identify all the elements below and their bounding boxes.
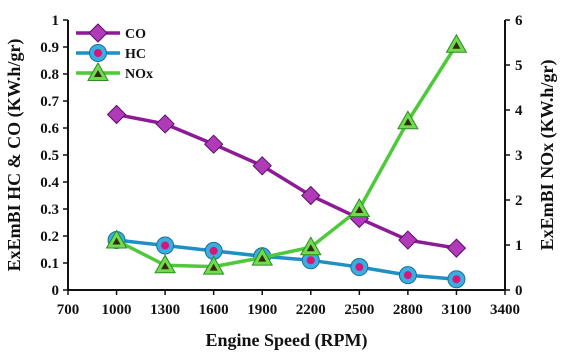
y-left-tick-label: 0 [52, 283, 60, 299]
series-co-point [252, 156, 272, 176]
series-hc-point-inner [452, 275, 461, 284]
y-right-tick-label: 4 [515, 103, 523, 119]
x-tick-label: 2200 [296, 302, 326, 318]
y-right-tick-label: 5 [515, 58, 523, 74]
series-nox-point-inner [452, 41, 461, 49]
x-axis-title: Engine Speed (RPM) [206, 330, 368, 351]
series-hc-point-inner [355, 263, 364, 272]
x-tick-label: 700 [57, 302, 80, 318]
legend: CO HC NOx [76, 23, 153, 82]
legend-entry-hc-label: HC [125, 47, 146, 62]
legend-entry-co: CO [76, 23, 146, 43]
x-tick-label: 1900 [247, 302, 277, 318]
series-co-line [116, 112, 457, 250]
y-left-tick-label: 1 [52, 13, 60, 29]
y-right-tick-label: 0 [515, 283, 523, 299]
y-axis-right-title: ExEmBI NOx (KW.h/gr) [537, 60, 558, 251]
y-left-tick-label: 0.1 [40, 256, 59, 272]
series-nox-point-inner [355, 206, 364, 213]
axes: 700 1000 1300 1600 1900 2200 2500 2800 3100 34000… [40, 13, 523, 318]
series-hc-point-inner [161, 241, 170, 250]
y-right-tick-label: 2 [515, 193, 523, 209]
series-co-point [398, 230, 418, 250]
x-tick-label: 3400 [490, 302, 520, 318]
y-right-tick-label: 6 [515, 13, 523, 29]
legend-entry-nox-label: NOx [125, 67, 153, 82]
series-co [106, 104, 467, 258]
series-nox-line [115, 43, 458, 269]
series-hc-point-inner [209, 246, 218, 255]
y-left-tick-label: 0.5 [40, 148, 59, 164]
y-left-tick-label: 0.3 [40, 202, 59, 218]
legend-entry-co-label: CO [125, 27, 146, 42]
series-co-point [106, 104, 127, 125]
legend-entry-hc: HC [76, 44, 146, 62]
y-left-tick-label: 0.6 [40, 121, 59, 137]
series-nox-point-inner [403, 118, 412, 126]
y-left-tick-label: 0.2 [40, 229, 59, 245]
series-nox-point-inner [209, 263, 218, 271]
series-co-point [301, 185, 321, 206]
series-nox-point-inner [258, 254, 267, 262]
series-hc-point-inner [403, 271, 412, 280]
series-nox-point-inner [306, 244, 315, 252]
y-left-tick-label: 0.9 [40, 40, 59, 56]
series-layer [105, 33, 468, 289]
x-tick-label: 2500 [344, 302, 374, 318]
y-right-tick-label: 3 [515, 148, 523, 164]
y-axis-left-title: ExEmBI HC & CO (KW.h/gr) [4, 39, 25, 272]
series-co-point [203, 134, 224, 154]
series-co-point [155, 114, 175, 134]
series-hc-point-inner [306, 256, 315, 265]
series-co-point [446, 238, 467, 258]
x-tick-label: 1600 [199, 302, 229, 318]
legend-entry-co-swatch-marker [88, 23, 108, 43]
series-nox-point-inner [161, 262, 170, 270]
x-tick-label: 1300 [150, 302, 180, 318]
y-left-tick-label: 0.7 [40, 94, 59, 110]
legend-entry-hc-swatch-marker-inner [94, 49, 102, 57]
series-nox [105, 33, 468, 275]
series-nox-point-inner [112, 237, 121, 245]
x-tick-label: 3100 [441, 302, 471, 318]
series-hc [107, 231, 466, 289]
x-tick-label: 1000 [102, 302, 132, 318]
y-left-tick-label: 0.8 [40, 67, 59, 83]
legend-entry-nox-swatch-marker-inner [94, 70, 102, 77]
y-right-tick-label: 1 [515, 238, 523, 254]
x-tick-label: 2800 [393, 302, 423, 318]
y-left-tick-label: 0.4 [40, 175, 59, 191]
legend-entry-nox: NOx [76, 61, 153, 82]
